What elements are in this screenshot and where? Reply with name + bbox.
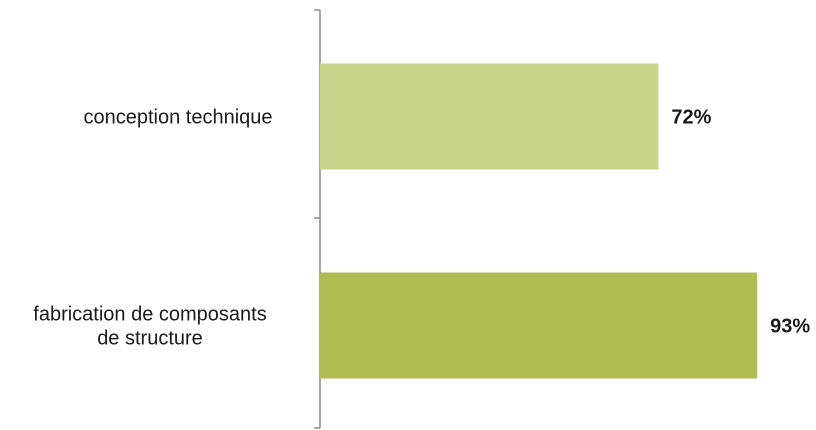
bars-layer: 72% conception technique 93% fabrication de… <box>33 63 810 379</box>
data-label: 72% <box>671 107 711 129</box>
category-label: fabrication de composants de structure <box>33 304 266 350</box>
data-label: 93% <box>770 316 810 338</box>
category-label-line: conception technique <box>83 107 272 129</box>
bar <box>320 63 659 170</box>
category-label: conception technique <box>83 107 272 129</box>
bar <box>320 272 758 379</box>
category-label-line: de structure <box>97 328 203 350</box>
category-label-line: fabrication de composants <box>33 304 266 326</box>
